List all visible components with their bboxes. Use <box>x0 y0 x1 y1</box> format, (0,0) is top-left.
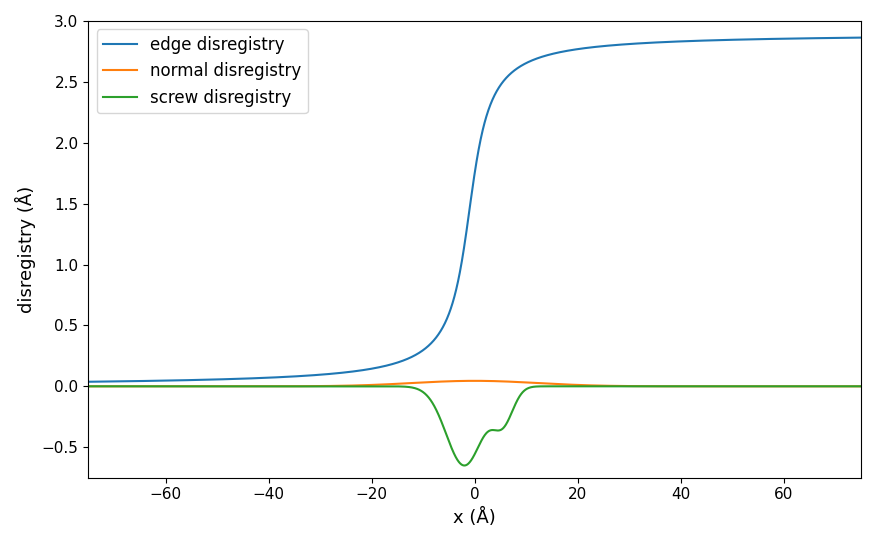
edge disregistry <box>856 34 866 41</box>
normal disregistry <box>470 378 480 384</box>
normal disregistry <box>856 383 866 390</box>
screw disregistry <box>841 383 851 390</box>
screw disregistry <box>413 386 423 392</box>
edge disregistry <box>83 378 94 385</box>
edge disregistry <box>171 377 181 384</box>
Line: edge disregistry: edge disregistry <box>88 37 861 382</box>
normal disregistry <box>379 381 390 388</box>
screw disregistry <box>758 383 768 390</box>
Y-axis label: disregistry (Å): disregistry (Å) <box>15 186 36 313</box>
screw disregistry <box>856 383 866 390</box>
Legend: edge disregistry, normal disregistry, screw disregistry: edge disregistry, normal disregistry, sc… <box>96 29 307 113</box>
screw disregistry <box>83 383 94 390</box>
edge disregistry <box>379 363 390 369</box>
edge disregistry <box>758 36 768 42</box>
normal disregistry <box>413 379 423 386</box>
X-axis label: x (Å): x (Å) <box>453 508 496 527</box>
Line: normal disregistry: normal disregistry <box>88 381 861 386</box>
edge disregistry <box>413 350 423 357</box>
Line: screw disregistry: screw disregistry <box>88 386 861 466</box>
normal disregistry <box>217 383 228 390</box>
normal disregistry <box>171 383 181 390</box>
normal disregistry <box>841 383 851 390</box>
edge disregistry <box>217 376 228 383</box>
screw disregistry <box>171 383 181 390</box>
screw disregistry <box>459 462 470 469</box>
screw disregistry <box>379 383 390 390</box>
edge disregistry <box>841 35 851 41</box>
normal disregistry <box>758 383 768 390</box>
screw disregistry <box>217 383 228 390</box>
normal disregistry <box>83 383 94 390</box>
